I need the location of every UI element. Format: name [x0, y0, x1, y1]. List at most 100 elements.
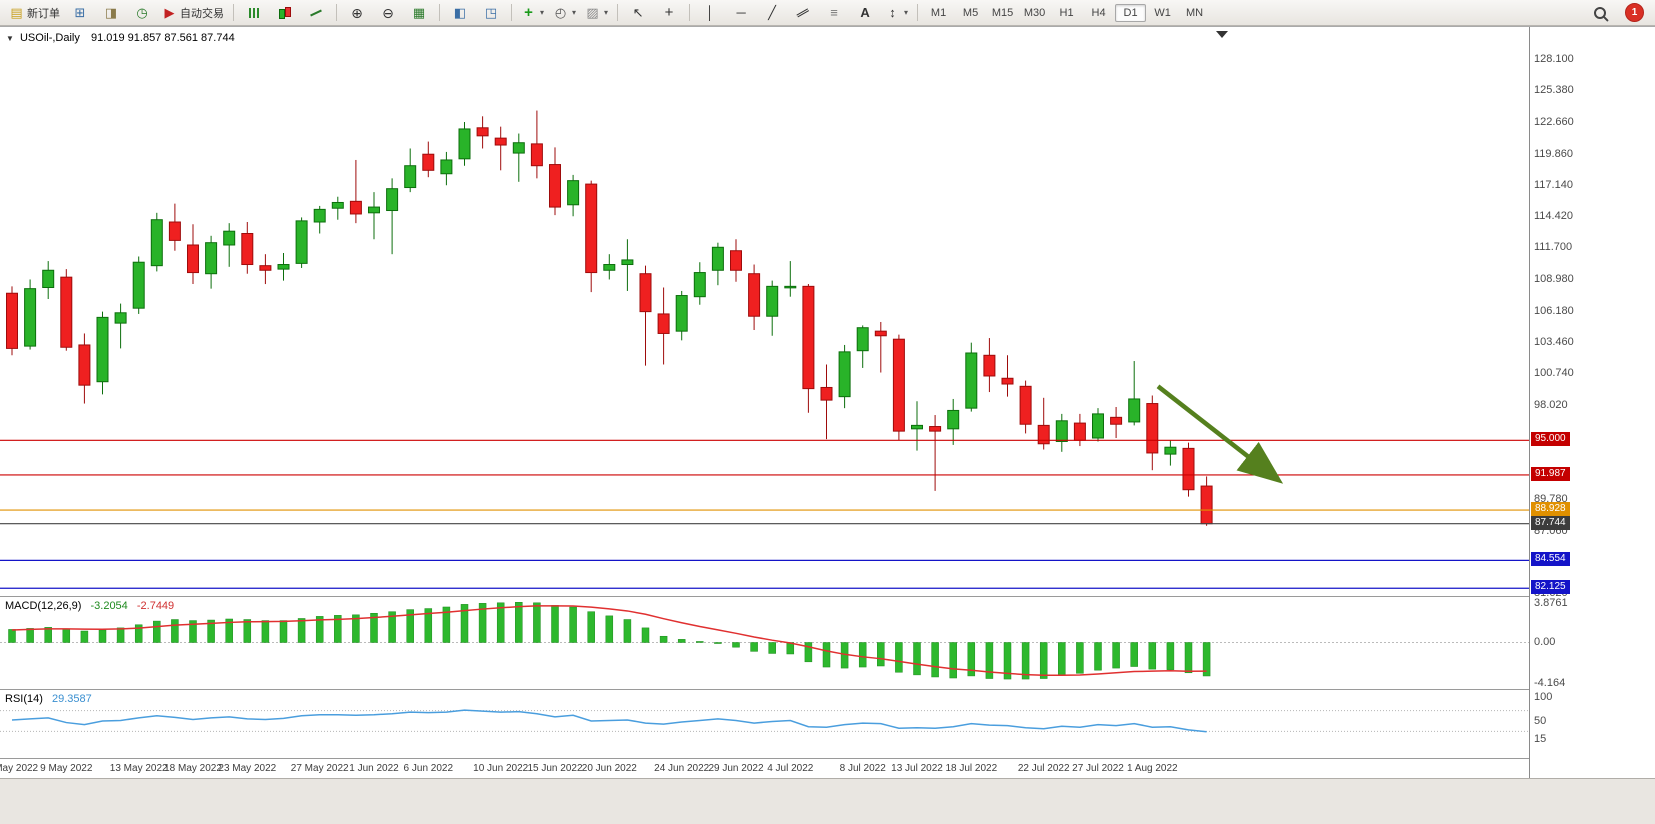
market-watch-button[interactable]: ◷ [127, 2, 157, 24]
timeframe-h1[interactable]: H1 [1059, 6, 1074, 19]
trendline-icon: ╱ [768, 4, 776, 20]
time-axis-label: 1 Jun 2022 [349, 763, 399, 774]
text-label-button[interactable]: A [850, 2, 880, 24]
workspace-background [0, 778, 1655, 824]
crosshair-icon: + [664, 3, 674, 21]
panel-separator[interactable] [0, 758, 1655, 759]
chevron-down-icon: ▾ [904, 8, 909, 17]
toolbar-separator [439, 4, 440, 21]
timeframe-m15[interactable]: M15 [991, 6, 1014, 19]
zoom-in-button[interactable]: ⊕ [342, 2, 372, 24]
chart-title: ▼ USOil-,Daily 91.019 91.857 87.561 87.7… [6, 32, 235, 44]
profiles-button[interactable]: ◨ [96, 2, 126, 24]
macd-axis-label: 3.8761 [1534, 597, 1568, 609]
trendline-button[interactable]: ╱ [757, 2, 787, 24]
add-indicator-button[interactable]: + ▾ [517, 2, 548, 24]
timeframe-h4[interactable]: H4 [1091, 6, 1106, 19]
line-chart-icon [309, 6, 323, 20]
cascade-windows-icon: ◳ [484, 4, 498, 20]
time-axis-label: 20 Jun 2022 [581, 763, 637, 774]
bar-chart-button[interactable] [239, 2, 269, 24]
time-axis-label: 23 May 2022 [218, 763, 277, 774]
price-axis-label: 114.420 [1534, 210, 1573, 223]
time-axis-label: 24 Jun 2022 [654, 763, 710, 774]
new-order-button[interactable]: ▤ 新订单 [5, 2, 64, 24]
charts-icon: ⊞ [74, 4, 86, 20]
price-axis-label: 106.180 [1534, 304, 1574, 317]
tile-windows-button[interactable]: ▦ [404, 2, 434, 24]
charts-button[interactable]: ⊞ [65, 2, 95, 24]
macd-axis-label: -4.164 [1534, 677, 1566, 689]
price-badge: 82.125 [1531, 580, 1570, 595]
rsi-panel[interactable] [0, 690, 1529, 758]
candles [6, 110, 1213, 526]
autotrading-button-label: 自动交易 [180, 7, 224, 20]
vertical-line-icon: │ [705, 4, 715, 20]
cursor-icon: ↖ [632, 4, 644, 20]
timeframe-m5[interactable]: M5 [962, 6, 979, 19]
tile-windows-icon: ▦ [412, 4, 426, 20]
timeframe-m30[interactable]: M30 [1023, 6, 1046, 19]
timeframe-m1[interactable]: M1 [930, 6, 947, 19]
time-axis-label: 18 Jul 2022 [945, 763, 998, 774]
time-axis-label: 18 May 2022 [164, 763, 222, 774]
collapse-triangle-icon[interactable]: ▼ [6, 34, 14, 43]
zoom-out-button[interactable]: ⊖ [373, 2, 403, 24]
arrange-windows-button[interactable]: ◧ [445, 2, 475, 24]
time-axis-label: 27 May 2022 [290, 763, 349, 774]
time-axis-label: 8 Jul 2022 [839, 763, 886, 774]
trend-arrow-annotation [1156, 384, 1284, 484]
autotrading-icon: ▶ [164, 4, 175, 20]
macd-signal-value: -2.7449 [136, 600, 175, 612]
templates-button[interactable]: ▨ ▾ [581, 2, 612, 24]
market-watch-icon: ◷ [136, 4, 148, 20]
time-axis-label: 15 Jun 2022 [527, 763, 583, 774]
timeframe-d1[interactable]: D1 [1115, 3, 1147, 22]
crosshair-button[interactable]: + [654, 2, 684, 24]
price-chart[interactable] [0, 27, 1529, 596]
time-axis-label: 1 Aug 2022 [1126, 763, 1178, 774]
search-button[interactable] [1588, 2, 1618, 24]
horizontal-line-button[interactable]: ─ [726, 2, 756, 24]
price-axis-label: 122.660 [1534, 115, 1574, 128]
cursor-button[interactable]: ↖ [623, 2, 653, 24]
price-badge: 88.928 [1531, 502, 1570, 517]
periods-button[interactable]: ◴ ▾ [549, 2, 580, 24]
chevron-down-icon: ▾ [572, 8, 577, 17]
arrange-windows-icon: ◧ [453, 4, 467, 20]
price-axis-label: 128.100 [1534, 53, 1574, 65]
vertical-line-button[interactable]: │ [695, 2, 725, 24]
time-axis-label: 6 Jun 2022 [403, 763, 454, 774]
price-axis-label: 98.020 [1534, 398, 1568, 411]
panel-separator[interactable] [0, 689, 1655, 690]
bar-chart-icon [247, 6, 261, 20]
candlestick-button[interactable] [270, 2, 300, 24]
rsi-axis-label: 15 [1534, 733, 1547, 745]
autotrading-button[interactable]: ▶ 自动交易 [158, 2, 228, 24]
price-axis-label: 100.740 [1534, 367, 1574, 380]
time-axis-label: 4 Jul 2022 [767, 763, 814, 774]
notification-badge[interactable]: 1 [1625, 3, 1644, 22]
price-axis[interactable]: 128.100 125.380 122.660 119.860 117.140 114.4… [1529, 27, 1655, 779]
macd-name: MACD(12,26,9) [5, 600, 82, 612]
macd-main-value: -3.2054 [90, 600, 128, 612]
time-axis-label: 4 May 2022 [0, 763, 39, 774]
macd-panel[interactable] [0, 597, 1529, 689]
panel-separator[interactable] [0, 596, 1655, 597]
fibonacci-button[interactable]: ≡ [819, 2, 849, 24]
time-axis-label: 9 May 2022 [40, 763, 93, 774]
price-badge: 84.554 [1531, 552, 1570, 567]
arrows-icon: ↕ [889, 4, 896, 20]
zoom-out-icon: ⊖ [382, 4, 394, 21]
toolbar-separator [617, 4, 619, 21]
arrows-button[interactable]: ↕ ▾ [881, 2, 912, 24]
timeframe-w1[interactable]: W1 [1154, 6, 1171, 19]
profiles-icon: ◨ [104, 4, 118, 20]
price-axis-label: 117.140 [1534, 178, 1573, 191]
line-chart-button[interactable] [301, 2, 331, 24]
cascade-windows-button[interactable]: ◳ [476, 2, 506, 24]
timeframe-mn[interactable]: MN [1186, 6, 1204, 19]
channel-button[interactable]: ∥ [788, 2, 818, 24]
zoom-in-icon: ⊕ [351, 4, 363, 21]
